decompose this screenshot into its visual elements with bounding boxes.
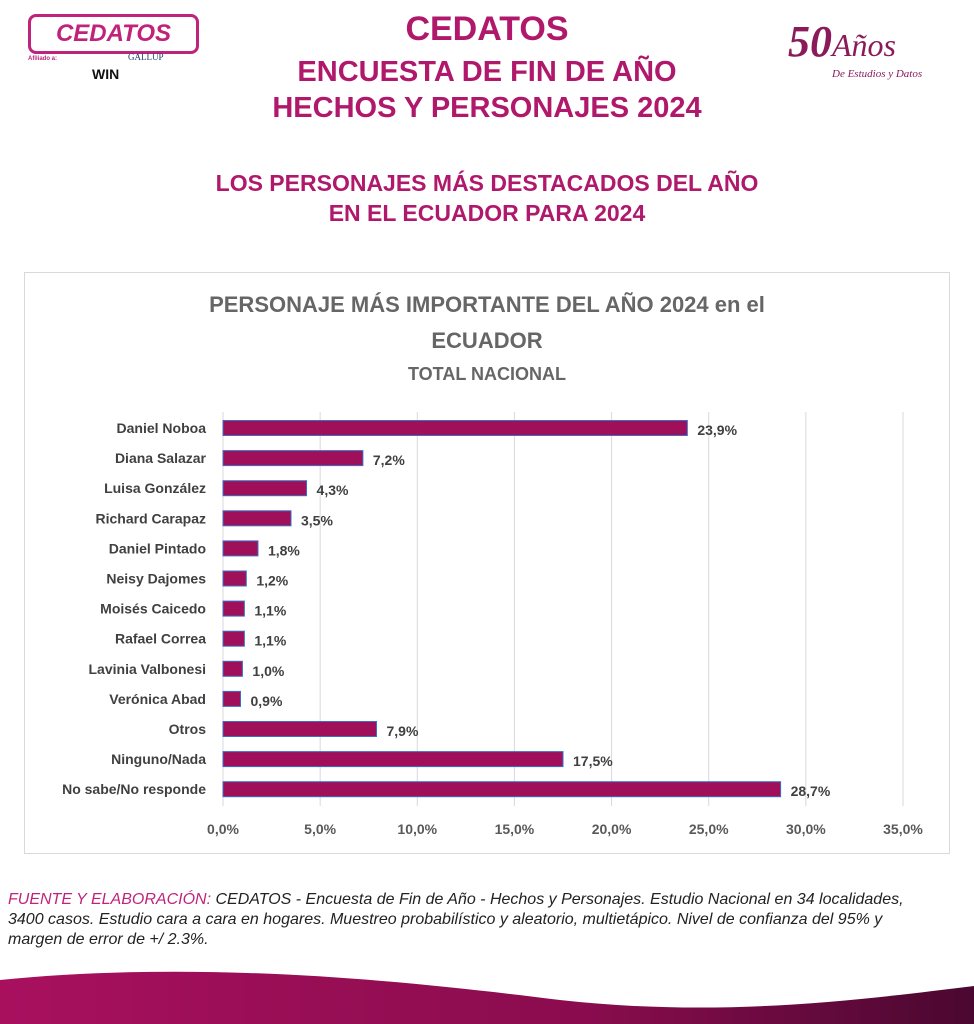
x-tick-label: 15,0% — [495, 821, 535, 837]
bar — [222, 480, 308, 497]
bar — [222, 450, 364, 467]
x-tick-label: 25,0% — [689, 821, 729, 837]
category-label: Ninguno/Nada — [111, 751, 206, 767]
category-label: Verónica Abad — [109, 691, 206, 707]
x-tick-label: 5,0% — [304, 821, 336, 837]
data-label: 1,1% — [254, 633, 286, 649]
chart-subtitle: TOTAL NACIONAL — [408, 364, 566, 384]
data-label: 7,2% — [373, 452, 405, 468]
bar — [222, 540, 259, 557]
gallup-logo: GALLUP — [128, 52, 164, 62]
category-label: Richard Carapaz — [96, 510, 206, 526]
section-title-1: LOS PERSONAJES MÁS DESTACADOS DEL AÑO — [215, 170, 759, 196]
bar — [222, 600, 245, 617]
category-label: Lavinia Valbonesi — [89, 661, 207, 677]
category-label: Moisés Caicedo — [100, 601, 206, 617]
x-tick-label: 30,0% — [786, 821, 826, 837]
data-label: 0,9% — [250, 693, 282, 709]
chart-title-1: PERSONAJE MÁS IMPORTANTE DEL AÑO 2024 en… — [209, 292, 765, 317]
data-label: 1,2% — [256, 573, 288, 589]
bar — [222, 570, 247, 587]
data-label: 23,9% — [697, 422, 737, 438]
50-years-badge: 50Años De Estudios y Datos — [788, 16, 922, 80]
x-tick-label: 0,0% — [207, 821, 239, 837]
data-label: 17,5% — [573, 753, 613, 769]
page-subtitle-1: ENCUESTA DE FIN DE AÑO — [297, 56, 677, 88]
bar — [222, 510, 292, 527]
category-label: Diana Salazar — [115, 450, 207, 466]
x-tick-label: 10,0% — [397, 821, 437, 837]
data-label: 1,8% — [268, 542, 300, 558]
x-tick-label: 20,0% — [592, 821, 632, 837]
category-label: Rafael Correa — [115, 631, 206, 647]
bar — [222, 721, 377, 737]
data-label: 28,7% — [791, 783, 831, 799]
x-tick-label: 35,0% — [883, 821, 923, 837]
bar — [222, 751, 564, 768]
years-tagline: De Estudios y Datos — [832, 68, 923, 80]
footer-source: FUENTE Y ELABORACIÓN: CEDATOS - Encuesta… — [8, 890, 938, 950]
cedatos-logo: CEDATOS — [28, 14, 199, 54]
win-logo: WIN — [92, 66, 120, 82]
category-label: Otros — [169, 721, 207, 737]
data-label: 1,1% — [254, 603, 286, 619]
bar — [222, 690, 241, 707]
bar — [222, 660, 243, 677]
category-label: No sabe/No responde — [62, 781, 206, 797]
data-label: 1,0% — [252, 663, 284, 679]
footer-heading: FUENTE Y ELABORACIÓN: — [8, 891, 212, 908]
years-word: Años — [832, 27, 896, 63]
bar — [222, 420, 688, 436]
bar — [222, 781, 782, 798]
footer-text: CEDATOS - Encuesta de Fin de Año - Hecho… — [8, 891, 904, 948]
category-label: Daniel Pintado — [109, 540, 206, 556]
data-label: 4,3% — [317, 482, 349, 498]
bar — [222, 630, 245, 647]
chart-title-2: ECUADOR — [431, 328, 543, 353]
page-subtitle-2: HECHOS Y PERSONAJES 2024 — [272, 92, 702, 124]
category-label: Luisa González — [104, 480, 206, 496]
page-title: CEDATOS — [405, 10, 569, 48]
data-label: 3,5% — [301, 512, 333, 528]
category-label: Neisy Dajomes — [106, 571, 206, 587]
affiliated-label: Afiliado a: — [28, 56, 58, 62]
category-label: Daniel Noboa — [117, 420, 207, 436]
section-title-2: EN EL ECUADOR PARA 2024 — [328, 200, 646, 226]
data-label: 7,9% — [386, 723, 418, 739]
years-number: 50 — [788, 17, 832, 66]
footer-wave — [0, 971, 974, 1024]
